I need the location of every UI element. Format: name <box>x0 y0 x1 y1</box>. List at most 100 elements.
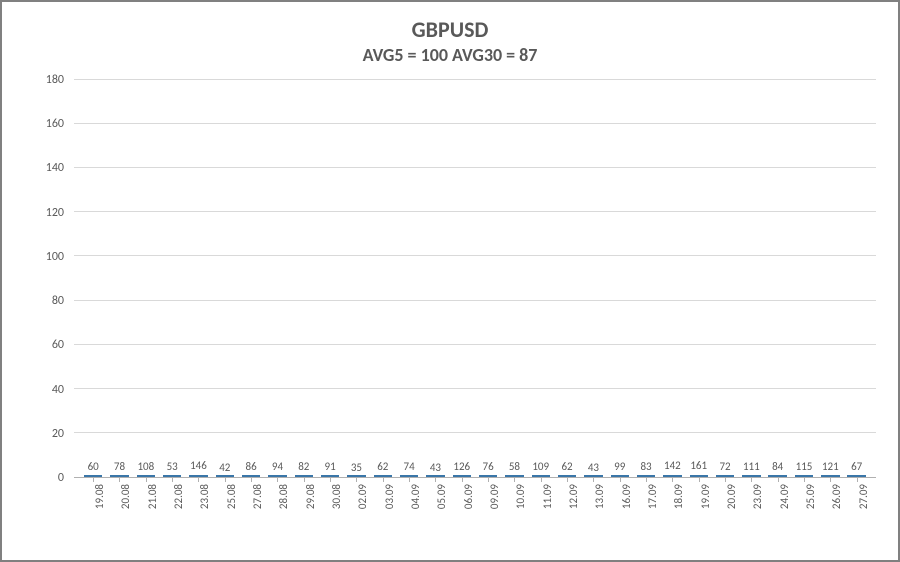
x-tick-mark <box>304 477 305 482</box>
x-tick-slot: 11.09 <box>528 478 554 560</box>
chart-title: GBPUSD <box>2 16 898 43</box>
bar-data-label: 67 <box>851 460 862 473</box>
x-tick-mark <box>146 477 147 482</box>
bar-data-label: 108 <box>137 460 154 473</box>
x-tick-slot: 22.08 <box>159 478 185 560</box>
x-tick-mark <box>646 477 647 482</box>
x-tick-mark <box>93 477 94 482</box>
y-axis: 020406080100120140160180 <box>2 80 74 478</box>
x-tick-label: 28.08 <box>277 484 290 509</box>
bar-data-label: 121 <box>822 460 839 473</box>
x-tick-label: 03.09 <box>383 484 396 509</box>
bar-data-label: 72 <box>719 460 730 473</box>
x-tick-slot: 09.09 <box>475 478 501 560</box>
bar-data-label: 76 <box>483 460 494 473</box>
x-tick-slot: 24.09 <box>765 478 791 560</box>
x-tick-mark <box>830 477 831 482</box>
bar-data-label: 82 <box>298 460 309 473</box>
bar-data-label: 86 <box>246 460 257 473</box>
x-tick-label: 25.09 <box>804 484 817 509</box>
bar-data-label: 91 <box>325 460 336 473</box>
x-tick-slot: 03.09 <box>370 478 396 560</box>
bar-data-label: 126 <box>453 460 470 473</box>
bar-data-label: 53 <box>167 460 178 473</box>
x-axis-labels: 19.0820.0821.0822.0823.0825.0827.0828.08… <box>74 478 876 560</box>
x-tick-slot: 23.08 <box>185 478 211 560</box>
x-tick-label: 02.09 <box>356 484 369 509</box>
x-tick-slot: 25.09 <box>791 478 817 560</box>
x-tick-mark <box>857 477 858 482</box>
x-tick-mark <box>514 477 515 482</box>
bar-data-label: 35 <box>351 461 362 474</box>
x-tick-label: 20.09 <box>725 484 738 509</box>
x-tick-slot: 17.09 <box>633 478 659 560</box>
x-tick-slot: 18.09 <box>659 478 685 560</box>
bar-data-label: 83 <box>640 460 651 473</box>
x-tick-mark <box>620 477 621 482</box>
bar-data-label: 111 <box>743 460 760 473</box>
x-tick-slot: 25.08 <box>212 478 238 560</box>
gridline <box>74 255 876 256</box>
x-tick-label: 21.08 <box>146 484 159 509</box>
x-tick-label: 29.08 <box>304 484 317 509</box>
x-tick-label: 05.09 <box>435 484 448 509</box>
x-tick-slot: 10.09 <box>501 478 527 560</box>
y-tick-label: 80 <box>52 294 64 308</box>
x-tick-mark <box>462 477 463 482</box>
x-tick-label: 22.08 <box>172 484 185 509</box>
x-tick-label: 27.08 <box>251 484 264 509</box>
x-tick-slot: 04.09 <box>396 478 422 560</box>
x-axis: 19.0820.0821.0822.0823.0825.0827.0828.08… <box>74 478 876 560</box>
gridline <box>74 123 876 124</box>
bar-data-label: 109 <box>532 460 549 473</box>
x-tick-mark <box>172 477 173 482</box>
bar-data-label: 78 <box>114 460 125 473</box>
y-tick-label: 120 <box>46 206 64 220</box>
x-tick-mark <box>383 477 384 482</box>
x-tick-label: 25.08 <box>225 484 238 509</box>
x-tick-label: 16.09 <box>620 484 633 509</box>
x-tick-slot: 27.09 <box>844 478 870 560</box>
bar-data-label: 94 <box>272 460 283 473</box>
x-tick-mark <box>541 477 542 482</box>
gridline <box>74 211 876 212</box>
x-tick-mark <box>751 477 752 482</box>
bar-data-label: 62 <box>561 460 572 473</box>
x-tick-mark <box>725 477 726 482</box>
x-tick-slot: 19.08 <box>80 478 106 560</box>
x-tick-label: 18.09 <box>672 484 685 509</box>
chart-subtitle: AVG5 = 100 AVG30 = 87 <box>2 44 898 66</box>
x-tick-label: 12.09 <box>567 484 580 509</box>
gridline <box>74 300 876 301</box>
x-tick-mark <box>251 477 252 482</box>
bar-data-label: 84 <box>772 460 783 473</box>
x-tick-mark <box>119 477 120 482</box>
y-tick-label: 180 <box>46 73 64 87</box>
bar-data-label: 43 <box>588 461 599 474</box>
x-tick-mark <box>225 477 226 482</box>
bar-data-label: 161 <box>690 459 707 472</box>
x-tick-label: 13.09 <box>593 484 606 509</box>
bar-data-label: 43 <box>430 461 441 474</box>
x-tick-label: 09.09 <box>488 484 501 509</box>
y-tick-label: 140 <box>46 161 64 175</box>
x-tick-slot: 28.08 <box>264 478 290 560</box>
x-tick-slot: 05.09 <box>422 478 448 560</box>
x-tick-label: 23.09 <box>751 484 764 509</box>
chart-container: GBPUSD AVG5 = 100 AVG30 = 87 02040608010… <box>0 0 900 562</box>
bar-data-label: 142 <box>664 459 681 472</box>
x-tick-slot: 29.08 <box>291 478 317 560</box>
x-tick-slot: 19.09 <box>686 478 712 560</box>
y-tick-label: 60 <box>52 338 64 352</box>
x-tick-slot: 30.08 <box>317 478 343 560</box>
bar-data-label: 115 <box>796 460 813 473</box>
x-tick-slot: 16.09 <box>607 478 633 560</box>
x-tick-label: 06.09 <box>462 484 475 509</box>
x-tick-label: 27.09 <box>857 484 870 509</box>
x-tick-slot: 06.09 <box>449 478 475 560</box>
x-tick-mark <box>488 477 489 482</box>
y-tick-label: 0 <box>58 471 64 485</box>
x-tick-mark <box>409 477 410 482</box>
gridline <box>74 432 876 433</box>
x-tick-label: 19.09 <box>699 484 712 509</box>
